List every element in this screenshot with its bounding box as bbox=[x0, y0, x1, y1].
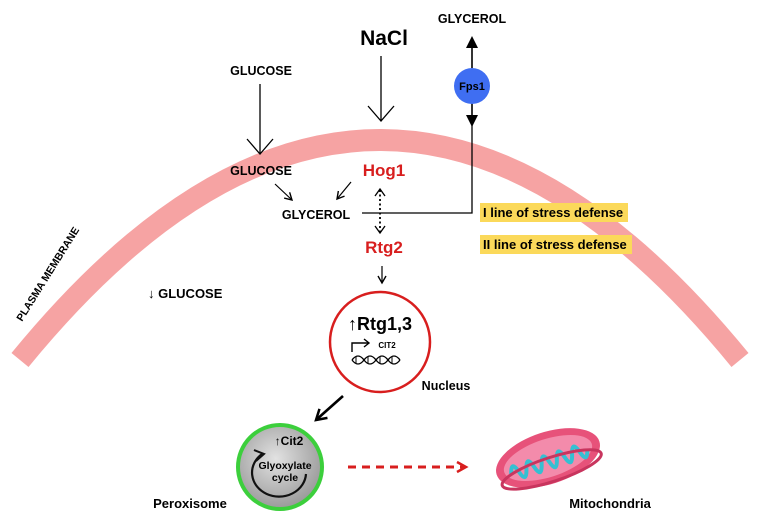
low-glucose-label: ↓ GLUCOSE bbox=[148, 286, 223, 301]
nucleus-label: Nucleus bbox=[422, 379, 471, 393]
glycerol-export-label: GLYCEROL bbox=[438, 12, 507, 26]
nacl-arrow-head bbox=[367, 105, 395, 122]
nucleus bbox=[328, 290, 432, 394]
glyoxylate-label: Glyoxylate bbox=[258, 460, 311, 472]
peroxisome-label: Peroxisome bbox=[153, 496, 227, 511]
glucose-outside-label: GLUCOSE bbox=[230, 64, 292, 78]
glyoxylate-cycle-arrow-head bbox=[253, 449, 266, 462]
first-line-defense-label: I line of stress defense bbox=[480, 203, 629, 222]
cycle-label: cycle bbox=[272, 472, 298, 484]
cit2-gene-icon bbox=[351, 338, 401, 365]
mitochondria bbox=[496, 428, 603, 491]
glucose-to-glycerol-arrow bbox=[274, 183, 294, 201]
cit2-enzyme-label: ↑Cit2 bbox=[275, 434, 304, 448]
second-line-defense-label: II line of stress defense bbox=[480, 235, 632, 254]
nucleus-to-peroxisome-arrow bbox=[314, 395, 344, 422]
glycerol-label: GLYCEROL bbox=[282, 208, 351, 222]
fps1-label: Fps1 bbox=[459, 81, 485, 93]
glycerol-to-fps1-connector bbox=[362, 120, 473, 214]
glucose-inside-label: GLUCOSE bbox=[230, 164, 292, 178]
nacl-label: NaCl bbox=[360, 27, 408, 50]
rtg13-label: ↑Rtg1,3 bbox=[348, 314, 412, 334]
hog1-label: Hog1 bbox=[363, 161, 406, 180]
hog1-to-glycerol-arrow bbox=[336, 181, 352, 201]
hog1-rtg2-link-head-down bbox=[374, 225, 386, 235]
mitochondria-label: Mitochondria bbox=[569, 496, 651, 511]
cit2-gene-label: CIT2 bbox=[378, 341, 396, 350]
fps1-channel bbox=[454, 68, 490, 104]
glucose-uptake-arrow-head bbox=[246, 138, 274, 155]
plasma-membrane bbox=[11, 129, 749, 367]
glyoxylate-cycle-arrow bbox=[251, 453, 308, 498]
hog1-rtg2-link-head-up bbox=[374, 187, 386, 197]
rtg2-label: Rtg2 bbox=[365, 238, 403, 257]
